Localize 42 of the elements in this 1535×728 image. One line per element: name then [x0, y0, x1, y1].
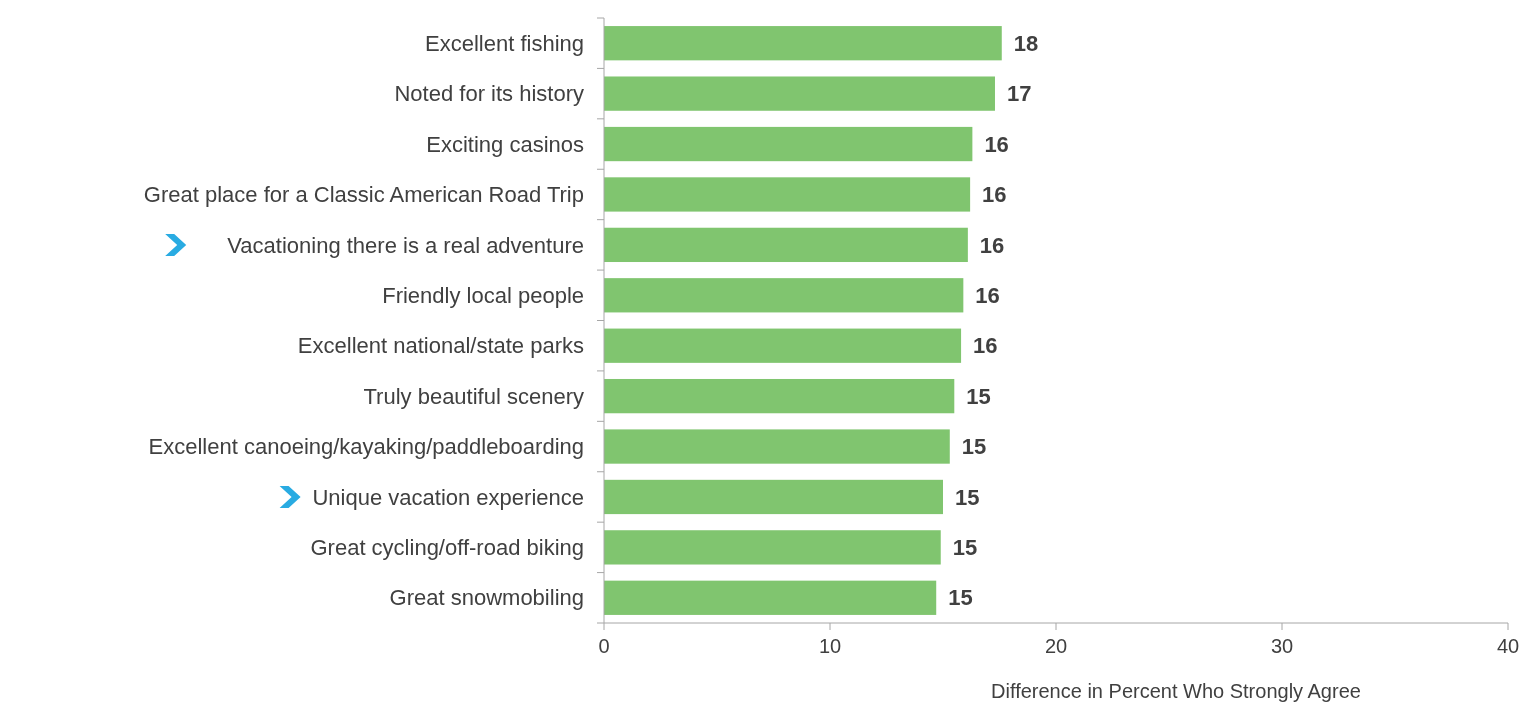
- data-label: 16: [973, 333, 998, 359]
- bar: [604, 177, 971, 212]
- y-tick-label: Vacationing there is a real adventure: [227, 232, 584, 258]
- bar: [604, 26, 1002, 61]
- y-tick-label: Excellent national/state parks: [297, 333, 584, 359]
- data-label: 15: [955, 484, 980, 510]
- x-tick-label: 0: [598, 635, 610, 657]
- y-tick-label: Excellent fishing: [425, 30, 584, 56]
- bar: [604, 530, 941, 565]
- x-tick-label: 30: [1270, 635, 1294, 657]
- y-tick-label: Exciting casinos: [426, 131, 584, 157]
- bar: [604, 580, 937, 615]
- bar: [604, 126, 973, 162]
- bar: [604, 227, 968, 263]
- bar: [604, 328, 962, 363]
- bar: [604, 479, 943, 515]
- bar: [604, 278, 964, 313]
- y-tick-label: Excellent canoeing/kayaking/paddleboarding: [148, 434, 584, 460]
- bar: [604, 76, 995, 111]
- data-label: 18: [1013, 30, 1039, 56]
- y-tick-label: Truly beautiful scenery: [363, 383, 584, 409]
- data-label: 15: [948, 585, 973, 611]
- data-label: 15: [952, 535, 978, 561]
- bar: [604, 378, 955, 414]
- y-tick-label: Unique vacation experience: [312, 484, 584, 510]
- bar: [604, 429, 950, 464]
- x-tick-label: 40: [1496, 635, 1520, 657]
- data-label: 15: [966, 383, 991, 409]
- x-tick-label: 10: [818, 635, 842, 657]
- y-tick-label: Great snowmobiling: [389, 585, 584, 611]
- y-tick-label: Great cycling/off-road biking: [310, 535, 584, 561]
- y-tick-label: Noted for its history: [394, 81, 584, 107]
- data-label: 16: [979, 232, 1005, 258]
- data-label: 16: [984, 131, 1009, 157]
- x-axis-title: Difference in Percent Who Strongly Agree: [991, 680, 1361, 702]
- data-label: 16: [982, 182, 1007, 208]
- data-label: 16: [975, 282, 1000, 308]
- data-label: 15: [961, 434, 987, 460]
- x-tick-label: 20: [1044, 635, 1068, 657]
- y-tick-label: Friendly local people: [382, 282, 584, 308]
- y-tick-label: Great place for a Classic American Road Trip: [143, 182, 584, 208]
- data-label: 17: [1006, 81, 1032, 107]
